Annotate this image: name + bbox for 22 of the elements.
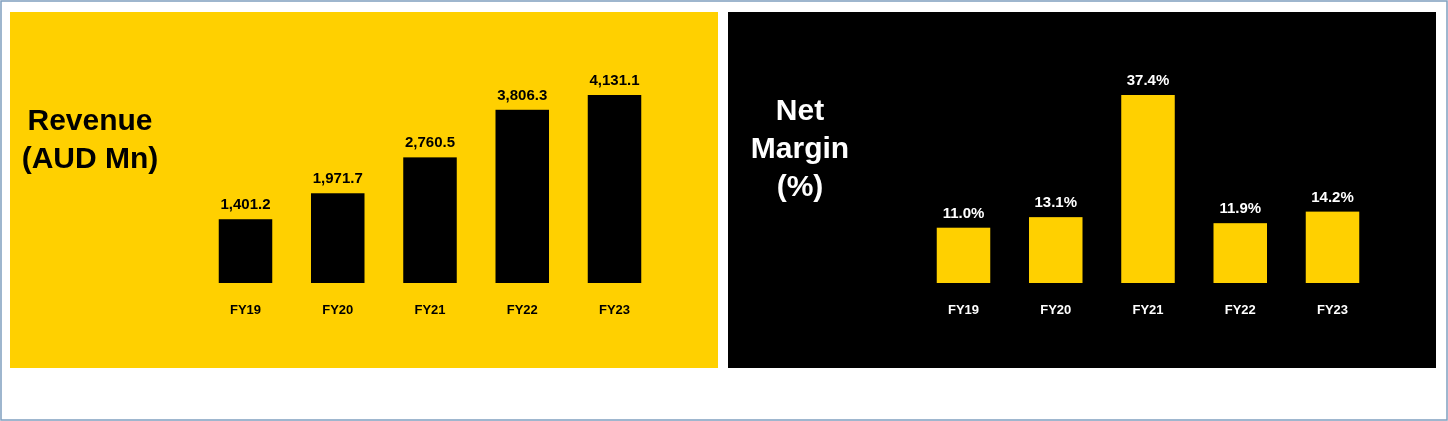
data-label: 13.1%	[1034, 193, 1078, 211]
x-tick-label: FY19	[229, 302, 262, 317]
x-tick-label: FY22	[1224, 302, 1256, 317]
x-tick-label: FY22	[506, 302, 538, 317]
x-tick-label: FY21	[414, 302, 446, 317]
data-label: 11.0%	[942, 203, 985, 221]
x-tick-label: FY21	[1132, 302, 1164, 317]
data-label: 14.2%	[1311, 187, 1354, 205]
x-tick-label: FY23	[1316, 302, 1349, 317]
data-label: 11.9%	[1219, 199, 1262, 217]
x-tick-label: FY19	[947, 302, 980, 317]
x-tick-label: FY20	[1040, 302, 1072, 317]
x-tick-label: FY20	[322, 302, 354, 317]
text: Net Margin (%)	[750, 93, 850, 202]
data-label: 3,806.3	[497, 85, 548, 103]
text: Revenue (AUD Mn)	[21, 103, 159, 174]
data-label: 1,401.2	[220, 195, 271, 213]
data-label: 37.4%	[1126, 71, 1170, 88]
data-label: 2,760.5	[404, 133, 456, 151]
data-label: 4,131.1	[589, 71, 640, 88]
x-tick-label: FY23	[598, 302, 631, 317]
data-label: 1,971.7	[312, 169, 363, 187]
